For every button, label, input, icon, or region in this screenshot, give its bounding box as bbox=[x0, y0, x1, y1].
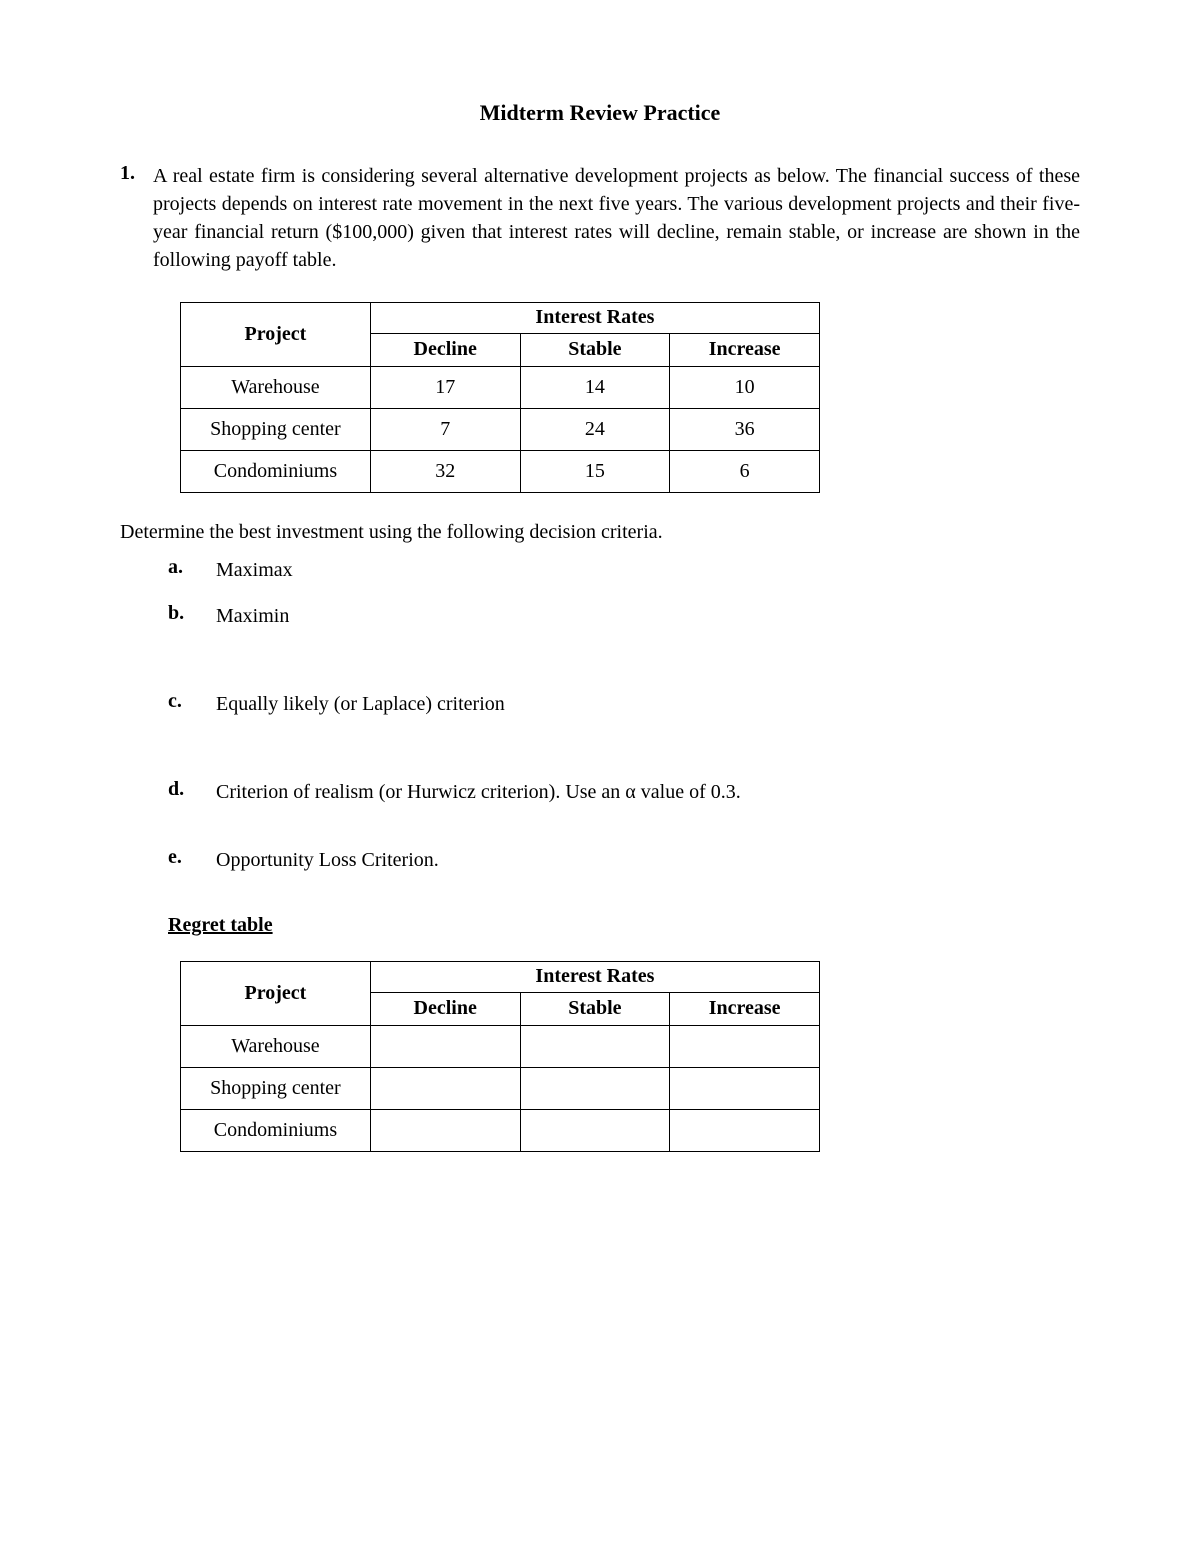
cell-value bbox=[370, 1110, 520, 1152]
cell-value bbox=[520, 1026, 670, 1068]
criterion-a: a. Maximax bbox=[168, 556, 1080, 584]
table-row: Shopping center 7 24 36 bbox=[181, 409, 820, 451]
row-label-condominiums: Condominiums bbox=[181, 451, 371, 493]
cell-value bbox=[670, 1110, 820, 1152]
cell-value: 7 bbox=[370, 409, 520, 451]
criterion-text: Maximax bbox=[216, 556, 293, 584]
row-label-shopping-center: Shopping center bbox=[181, 1068, 371, 1110]
regret-table-container: Project Interest Rates Decline Stable In… bbox=[180, 961, 1080, 1152]
criterion-e: e. Opportunity Loss Criterion. bbox=[168, 846, 1080, 874]
col-decline: Decline bbox=[370, 333, 520, 366]
cell-value bbox=[370, 1068, 520, 1110]
cell-value bbox=[670, 1026, 820, 1068]
table-row: Warehouse 17 14 10 bbox=[181, 367, 820, 409]
col-stable: Stable bbox=[520, 333, 670, 366]
question-text: A real estate firm is considering severa… bbox=[153, 162, 1080, 274]
cell-value bbox=[520, 1110, 670, 1152]
col-increase: Increase bbox=[670, 992, 820, 1025]
instruction-text: Determine the best investment using the … bbox=[120, 521, 1080, 544]
cell-value: 36 bbox=[670, 409, 820, 451]
project-column-header: Project bbox=[181, 962, 371, 1026]
criteria-list: a. Maximax b. Maximin c. Equally likely … bbox=[120, 556, 1080, 874]
criterion-text: Equally likely (or Laplace) criterion bbox=[216, 690, 505, 718]
page-title: Midterm Review Practice bbox=[120, 100, 1080, 126]
row-label-warehouse: Warehouse bbox=[181, 1026, 371, 1068]
criterion-text: Opportunity Loss Criterion. bbox=[216, 846, 439, 874]
cell-value: 15 bbox=[520, 451, 670, 493]
table-row: Shopping center bbox=[181, 1068, 820, 1110]
col-stable: Stable bbox=[520, 992, 670, 1025]
table-row: Condominiums 32 15 6 bbox=[181, 451, 820, 493]
cell-value: 10 bbox=[670, 367, 820, 409]
regret-table: Project Interest Rates Decline Stable In… bbox=[180, 961, 820, 1152]
cell-value: 32 bbox=[370, 451, 520, 493]
row-label-shopping-center: Shopping center bbox=[181, 409, 371, 451]
payoff-table-container: Project Interest Rates Decline Stable In… bbox=[180, 302, 1080, 493]
criterion-text: Maximin bbox=[216, 602, 289, 630]
criterion-letter: a. bbox=[168, 556, 196, 584]
cell-value bbox=[670, 1068, 820, 1110]
cell-value: 24 bbox=[520, 409, 670, 451]
interest-rates-group-header: Interest Rates bbox=[370, 303, 819, 334]
col-decline: Decline bbox=[370, 992, 520, 1025]
criterion-letter: d. bbox=[168, 778, 196, 806]
cell-value: 14 bbox=[520, 367, 670, 409]
cell-value bbox=[370, 1026, 520, 1068]
criterion-d: d. Criterion of realism (or Hurwicz crit… bbox=[168, 778, 1080, 806]
row-label-condominiums: Condominiums bbox=[181, 1110, 371, 1152]
interest-rates-group-header: Interest Rates bbox=[370, 962, 819, 993]
regret-table-heading: Regret table bbox=[168, 914, 1080, 937]
criterion-letter: b. bbox=[168, 602, 196, 630]
project-column-header: Project bbox=[181, 303, 371, 367]
question-number: 1. bbox=[120, 162, 135, 274]
table-row: Warehouse bbox=[181, 1026, 820, 1068]
criterion-c: c. Equally likely (or Laplace) criterion bbox=[168, 690, 1080, 718]
table-row: Condominiums bbox=[181, 1110, 820, 1152]
criterion-text: Criterion of realism (or Hurwicz criteri… bbox=[216, 778, 741, 806]
question-block: 1. A real estate firm is considering sev… bbox=[120, 162, 1080, 274]
cell-value: 17 bbox=[370, 367, 520, 409]
payoff-table: Project Interest Rates Decline Stable In… bbox=[180, 302, 820, 493]
row-label-warehouse: Warehouse bbox=[181, 367, 371, 409]
criterion-letter: e. bbox=[168, 846, 196, 874]
criterion-b: b. Maximin bbox=[168, 602, 1080, 630]
criterion-letter: c. bbox=[168, 690, 196, 718]
col-increase: Increase bbox=[670, 333, 820, 366]
cell-value: 6 bbox=[670, 451, 820, 493]
cell-value bbox=[520, 1068, 670, 1110]
